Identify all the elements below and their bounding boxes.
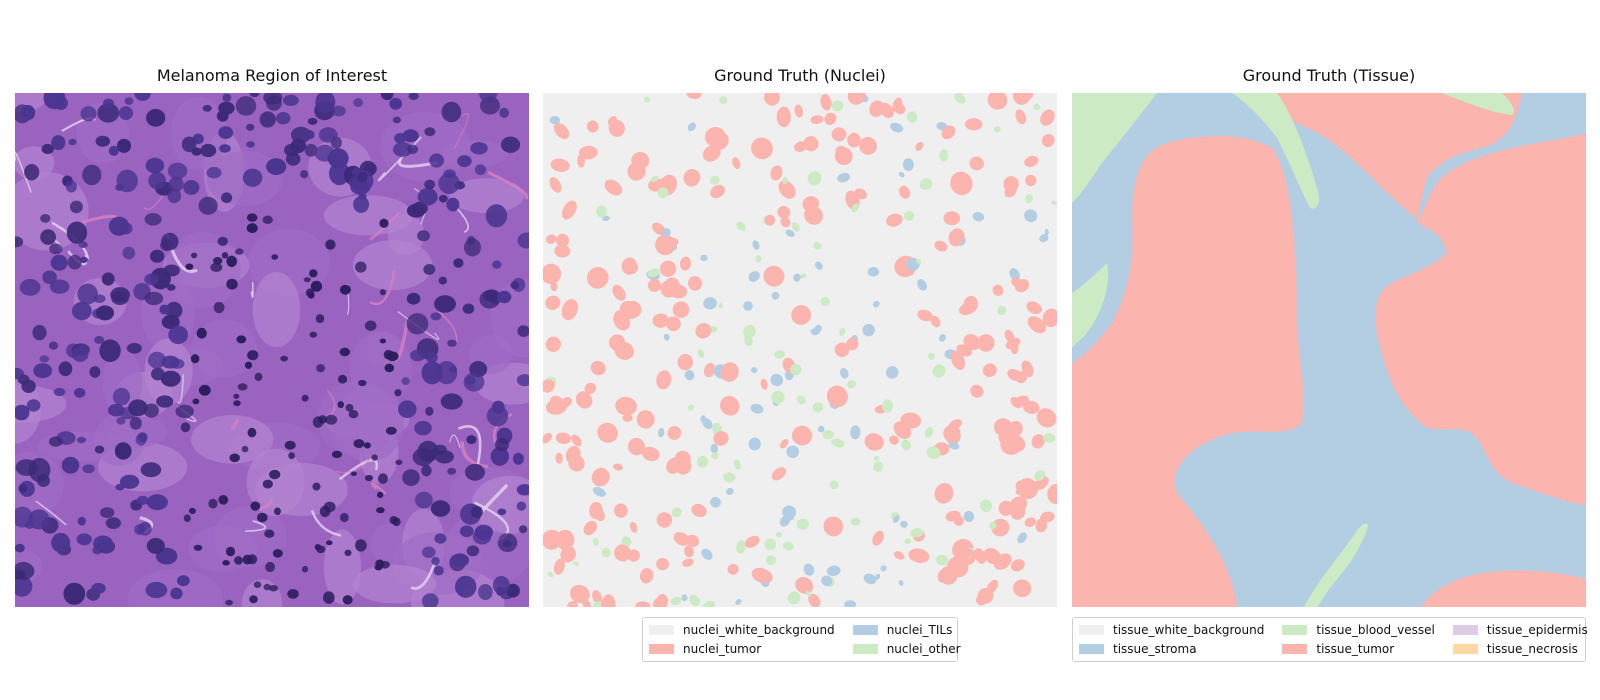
legend-item: tissue_blood_vessel — [1282, 622, 1435, 638]
legend-item: tissue_tumor — [1282, 641, 1435, 657]
legend-label: tissue_stroma — [1113, 642, 1197, 656]
legend-label: nuclei_TILs — [886, 623, 953, 637]
histology-image — [15, 93, 529, 607]
legend-label: tissue_white_background — [1113, 623, 1265, 637]
legend-swatch — [1452, 644, 1478, 654]
legend-item: nuclei_tumor — [649, 641, 835, 657]
tissue-legend: tissue_white_background tissue_blood_ves… — [1072, 617, 1588, 662]
tissue-blood-vessel-region — [1072, 93, 1157, 203]
legend-label: nuclei_tumor — [683, 642, 762, 656]
legend-swatch — [852, 625, 878, 635]
legend-swatch — [649, 625, 674, 635]
tissue-blood-vessel-region — [1072, 263, 1109, 348]
legend-label: tissue_blood_vessel — [1316, 623, 1435, 637]
tissue-tumor-region — [1257, 93, 1522, 221]
legend-item: tissue_necrosis — [1452, 641, 1588, 657]
legend-item: tissue_epidermis — [1452, 622, 1588, 638]
tissue-tumor-region — [1072, 136, 1304, 607]
legend-swatch — [852, 644, 878, 654]
legend-item: tissue_stroma — [1079, 641, 1264, 657]
tissue-mask — [1072, 93, 1586, 607]
legend-swatch — [649, 644, 674, 654]
nuclei-mask — [543, 93, 1057, 607]
tissue-title: Ground Truth (Tissue) — [1242, 66, 1416, 85]
legend-label: tissue_necrosis — [1486, 642, 1578, 656]
legend-item: nuclei_TILs — [852, 622, 961, 638]
legend-swatch — [1079, 625, 1104, 635]
tissue-blood-vessel-region — [1304, 523, 1368, 607]
nuclei-legend: nuclei_white_background nuclei_TILs nucl… — [642, 617, 961, 662]
legend-item: tissue_white_background — [1079, 622, 1264, 638]
legend-label: tissue_epidermis — [1486, 623, 1588, 637]
nuclei-title: Ground Truth (Nuclei) — [714, 66, 886, 85]
tissue-tumor-region — [1375, 133, 1586, 505]
legend-item: nuclei_white_background — [649, 622, 835, 638]
legend-label: tissue_tumor — [1316, 642, 1395, 656]
legend-label: nuclei_other — [886, 642, 961, 656]
tissue-tumor-region — [1422, 570, 1586, 607]
tissue-blood-vessel-region — [1232, 93, 1320, 209]
tissue-blood-vessel-region — [1442, 93, 1514, 115]
legend-swatch — [1452, 625, 1478, 635]
legend-swatch — [1282, 625, 1308, 635]
histology-title: Melanoma Region of Interest — [156, 66, 388, 85]
legend-label: nuclei_white_background — [683, 623, 835, 637]
legend-swatch — [1079, 644, 1104, 654]
legend-swatch — [1282, 644, 1308, 654]
legend-item: nuclei_other — [852, 641, 961, 657]
